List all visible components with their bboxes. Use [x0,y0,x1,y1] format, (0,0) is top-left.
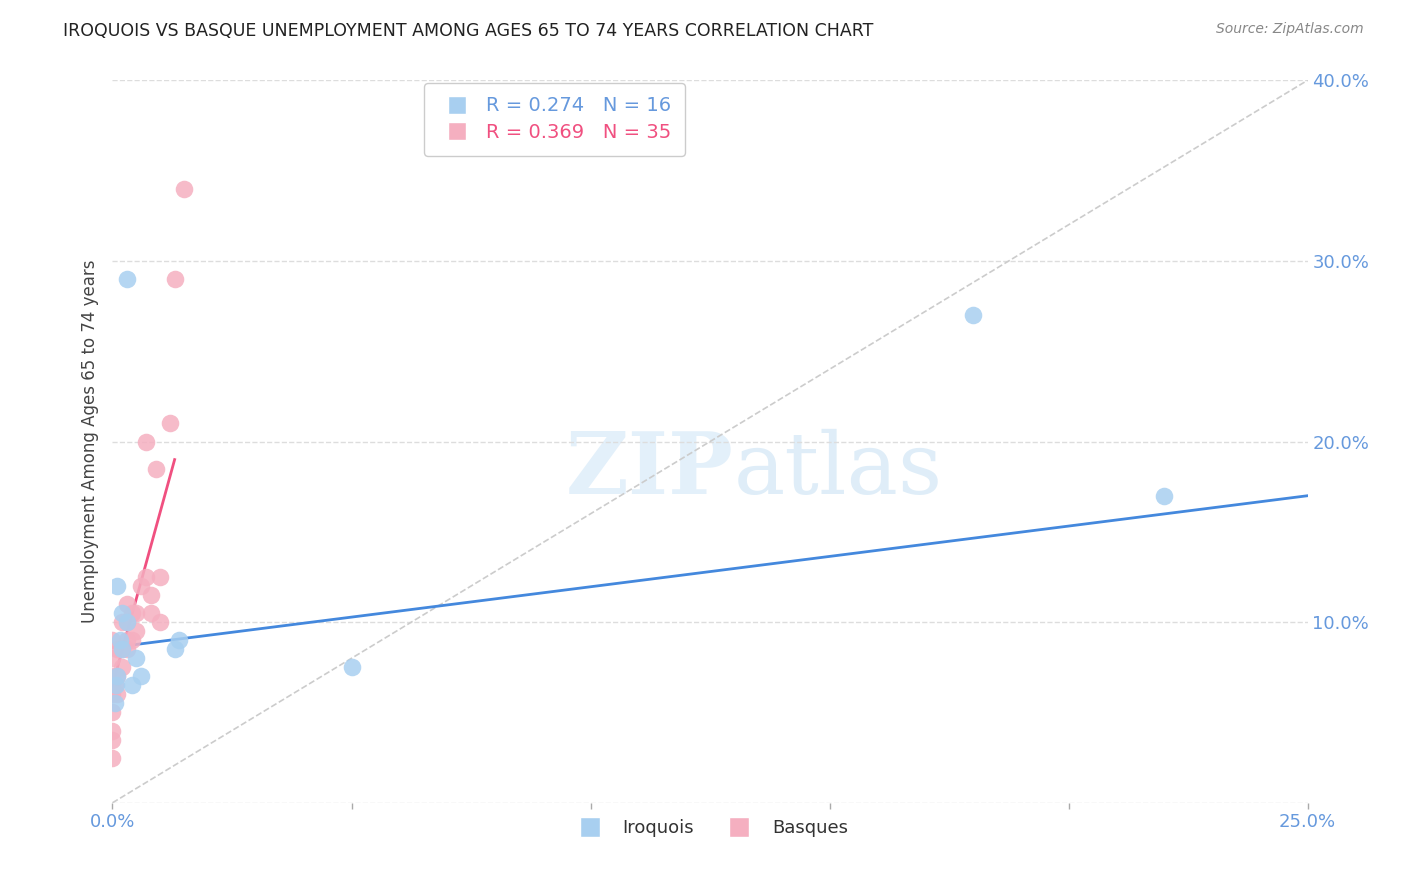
Point [101,750,124,764]
Point [135,570,157,584]
Point [105,687,128,701]
Point [104,678,127,692]
Point [115,615,138,630]
Point [1153,489,1175,503]
Point [129,669,152,683]
Text: ZIP: ZIP [567,428,734,512]
Y-axis label: Unemployment Among Ages 65 to 74 years: Unemployment Among Ages 65 to 74 years [80,260,98,624]
Point [121,606,143,620]
Text: Source: ZipAtlas.com: Source: ZipAtlas.com [1216,22,1364,37]
Point [115,642,138,657]
Point [169,633,191,648]
Point [121,678,143,692]
Point [111,615,134,630]
Point [962,308,984,322]
Point [121,633,143,648]
Point [149,570,172,584]
Point [173,182,195,196]
Point [145,461,167,475]
Point [111,660,134,674]
Point [135,434,157,449]
Point [149,615,172,630]
Point [129,579,152,593]
Point [101,651,124,665]
Point [159,417,181,431]
Point [105,642,128,657]
Point [115,633,138,648]
Text: atlas: atlas [734,429,943,512]
Point [101,669,124,683]
Point [111,642,134,657]
Point [125,651,148,665]
Point [101,732,124,747]
Point [125,624,148,639]
Point [101,706,124,720]
Point [111,642,134,657]
Point [108,633,131,648]
Point [105,579,128,593]
Point [111,606,134,620]
Point [115,272,138,286]
Point [101,678,124,692]
Point [101,723,124,738]
Point [104,697,127,711]
Point [340,660,363,674]
Text: IROQUOIS VS BASQUE UNEMPLOYMENT AMONG AGES 65 TO 74 YEARS CORRELATION CHART: IROQUOIS VS BASQUE UNEMPLOYMENT AMONG AG… [63,22,873,40]
Point [105,678,128,692]
Point [163,642,186,657]
Point [101,633,124,648]
Legend: Iroquois, Basques: Iroquois, Basques [565,812,855,845]
Point [115,615,138,630]
Point [163,272,186,286]
Point [105,669,128,683]
Point [139,588,162,602]
Point [105,669,128,683]
Point [115,597,138,611]
Point [101,687,124,701]
Point [139,606,162,620]
Point [125,606,148,620]
